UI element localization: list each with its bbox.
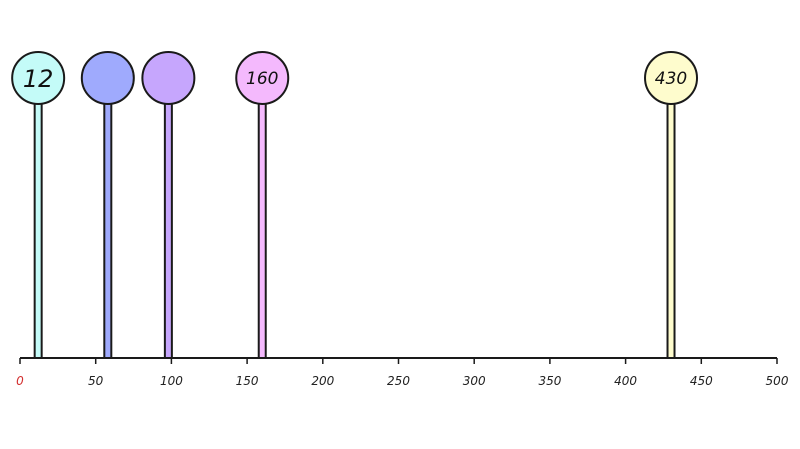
- lollipop-head: [141, 51, 196, 105]
- lollipop-stick: [103, 101, 113, 359]
- lollipop-head: [644, 51, 699, 105]
- x-tick-label: 250: [387, 374, 410, 388]
- lollipop-5: 430: [644, 51, 699, 359]
- lollipop-stick: [163, 101, 173, 359]
- x-tick-label: 300: [463, 374, 486, 388]
- x-tick-label: 400: [614, 374, 637, 388]
- lollipop-head: [11, 51, 66, 105]
- lollipop-stick: [257, 101, 267, 359]
- x-tick-label: 150: [236, 374, 259, 388]
- lollipop-head: [235, 51, 290, 105]
- x-tick-label: 500: [766, 374, 789, 388]
- x-tick-label: 200: [311, 374, 334, 388]
- lollipop-stick: [33, 101, 43, 359]
- lollipop-4: 160: [235, 51, 290, 359]
- lollipop-2: [80, 51, 135, 359]
- lollipop-stick: [666, 101, 676, 359]
- x-tick-label: 50: [88, 374, 104, 388]
- lollipop-1: 12: [11, 51, 66, 359]
- x-tick-label: 350: [538, 374, 561, 388]
- x-tick-label: 100: [160, 374, 183, 388]
- x-tick-label: 0: [16, 374, 24, 388]
- lollipop-value-label: 12: [23, 65, 54, 93]
- x-tick-label: 450: [690, 374, 713, 388]
- lollipop-head: [80, 51, 135, 105]
- pins-layer: 12 160 430: [11, 51, 699, 359]
- x-axis-ticks: 0 50 100 150 200 250 300 350 400 450 500: [16, 358, 789, 388]
- lollipop-value-label: 430: [655, 69, 687, 89]
- lollipop-value-label: 160: [246, 69, 278, 89]
- lollipop-3: [141, 51, 196, 359]
